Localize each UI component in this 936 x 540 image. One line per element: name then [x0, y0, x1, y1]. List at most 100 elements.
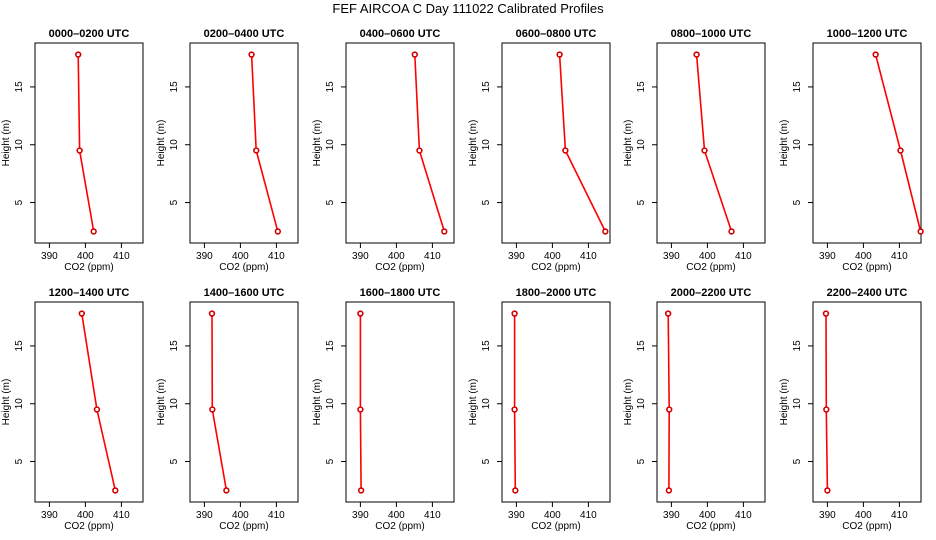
- data-point: [511, 310, 518, 317]
- x-axis-label: CO2 (ppm): [686, 262, 735, 273]
- panel-title: 1200–1400 UTC: [49, 287, 130, 299]
- y-tick-label: 10: [325, 398, 336, 410]
- y-tick-label: 5: [636, 199, 647, 205]
- data-point: [824, 487, 831, 494]
- profile-line: [211, 313, 228, 491]
- y-tick-label: 15: [325, 340, 336, 352]
- y-tick-label: 15: [169, 340, 180, 352]
- y-tick-label: 10: [325, 139, 336, 151]
- y-tick-label: 15: [636, 340, 647, 352]
- y-tick-label: 5: [636, 458, 647, 464]
- panel-4: 0600–0800 UTC 390 400 410 5 10 15 CO2 (ppm) Heig…: [468, 28, 611, 273]
- data-point: [248, 51, 255, 58]
- panel-6: 1000–1200 UTC 390 400 410 5 10 15 CO2 (ppm) Heig…: [779, 28, 924, 273]
- panel-5: 0800–1000 UTC 390 400 410 5 10 15 CO2 (ppm) Heig…: [623, 28, 766, 273]
- x-axis-label: CO2 (ppm): [375, 262, 424, 273]
- panel-title: 0000–0200 UTC: [49, 28, 130, 40]
- y-axis-label: Height (m): [156, 120, 167, 167]
- data-point: [666, 406, 673, 413]
- y-axis-label: Height (m): [312, 120, 323, 167]
- x-tick-label: 410: [113, 510, 130, 521]
- panel-12: 2200–2400 UTC 390 400 410 5 10 15 CO2 (ppm) Heig…: [779, 287, 922, 532]
- y-tick-label: 15: [169, 81, 180, 93]
- y-tick-label: 5: [325, 458, 336, 464]
- x-tick-label: 410: [424, 510, 441, 521]
- panel-title: 1600–1800 UTC: [360, 287, 441, 299]
- plot-frame: [34, 301, 144, 503]
- y-tick-label: 15: [481, 81, 492, 93]
- x-axis-label: CO2 (ppm): [686, 521, 735, 532]
- profile-line: [695, 54, 733, 232]
- data-point: [512, 487, 519, 494]
- profile-line: [874, 54, 922, 232]
- x-tick-label: 410: [891, 510, 908, 521]
- figure-title: FEF AIRCOA C Day 111022 Calibrated Profi…: [332, 1, 604, 16]
- profile-line: [81, 313, 117, 491]
- y-axis-label: Height (m): [779, 379, 790, 426]
- x-tick-label: 410: [424, 251, 441, 262]
- data-point: [90, 228, 97, 235]
- y-tick-label: 10: [169, 139, 180, 151]
- panel-7: 1200–1400 UTC 390 400 410 5 10 15 CO2 (ppm) Heig…: [1, 287, 144, 532]
- y-tick-label: 10: [481, 398, 492, 410]
- x-tick-label: 400: [544, 251, 561, 262]
- x-tick-label: 410: [735, 251, 752, 262]
- data-point: [74, 51, 82, 58]
- x-tick-label: 390: [196, 510, 213, 521]
- y-tick-label: 15: [792, 81, 803, 93]
- profile-line: [77, 54, 95, 232]
- y-tick-label: 15: [325, 81, 336, 93]
- x-axis-label: CO2 (ppm): [375, 521, 424, 532]
- y-tick-label: 10: [792, 139, 803, 151]
- x-tick-label: 390: [819, 251, 836, 262]
- y-tick-label: 5: [481, 458, 492, 464]
- profile-line: [359, 313, 362, 491]
- plot-frame: [34, 42, 144, 244]
- panel-title: 0400–0600 UTC: [360, 28, 441, 40]
- x-tick-label: 400: [699, 251, 716, 262]
- x-axis-label: CO2 (ppm): [531, 521, 580, 532]
- data-point: [701, 147, 708, 154]
- plot-frame: [501, 301, 611, 503]
- panel-title: 2200–2400 UTC: [827, 287, 908, 299]
- y-axis-label: Height (m): [1, 120, 12, 167]
- y-tick-label: 10: [14, 398, 25, 410]
- panel-title: 0600–0800 UTC: [516, 28, 597, 40]
- x-tick-label: 400: [77, 510, 94, 521]
- profile-line: [825, 313, 829, 491]
- x-tick-label: 410: [268, 510, 285, 521]
- y-tick-label: 10: [481, 139, 492, 151]
- x-tick-label: 410: [891, 251, 908, 262]
- panel-8: 1400–1600 UTC 390 400 410 5 10 15 CO2 (ppm) Heig…: [156, 287, 299, 532]
- data-point: [441, 228, 448, 235]
- data-point: [209, 406, 216, 413]
- data-point: [562, 147, 569, 154]
- data-point: [274, 228, 282, 235]
- y-tick-label: 5: [14, 199, 25, 205]
- x-tick-label: 390: [508, 251, 525, 262]
- y-tick-label: 5: [169, 458, 180, 464]
- x-tick-label: 390: [352, 510, 369, 521]
- x-tick-label: 390: [663, 510, 680, 521]
- x-tick-label: 410: [268, 251, 285, 262]
- x-tick-label: 390: [508, 510, 525, 521]
- x-tick-label: 400: [855, 251, 872, 262]
- panel-9: 1600–1800 UTC 390 400 410 5 10 15 CO2 (ppm) Heig…: [312, 287, 455, 532]
- x-tick-label: 400: [232, 510, 249, 521]
- profile-line: [414, 54, 446, 232]
- x-tick-label: 390: [819, 510, 836, 521]
- y-tick-label: 5: [169, 199, 180, 205]
- x-tick-label: 410: [113, 251, 130, 262]
- y-tick-label: 5: [481, 199, 492, 205]
- x-axis-label: CO2 (ppm): [64, 262, 113, 273]
- x-tick-label: 390: [352, 251, 369, 262]
- y-tick-label: 10: [636, 139, 647, 151]
- plot-frame: [189, 301, 299, 503]
- data-point: [728, 228, 735, 235]
- panel-title: 2000–2200 UTC: [671, 287, 752, 299]
- data-point: [917, 228, 924, 235]
- x-tick-label: 390: [663, 251, 680, 262]
- x-tick-label: 400: [388, 510, 405, 521]
- y-axis-label: Height (m): [623, 120, 634, 167]
- x-axis-label: CO2 (ppm): [842, 262, 891, 273]
